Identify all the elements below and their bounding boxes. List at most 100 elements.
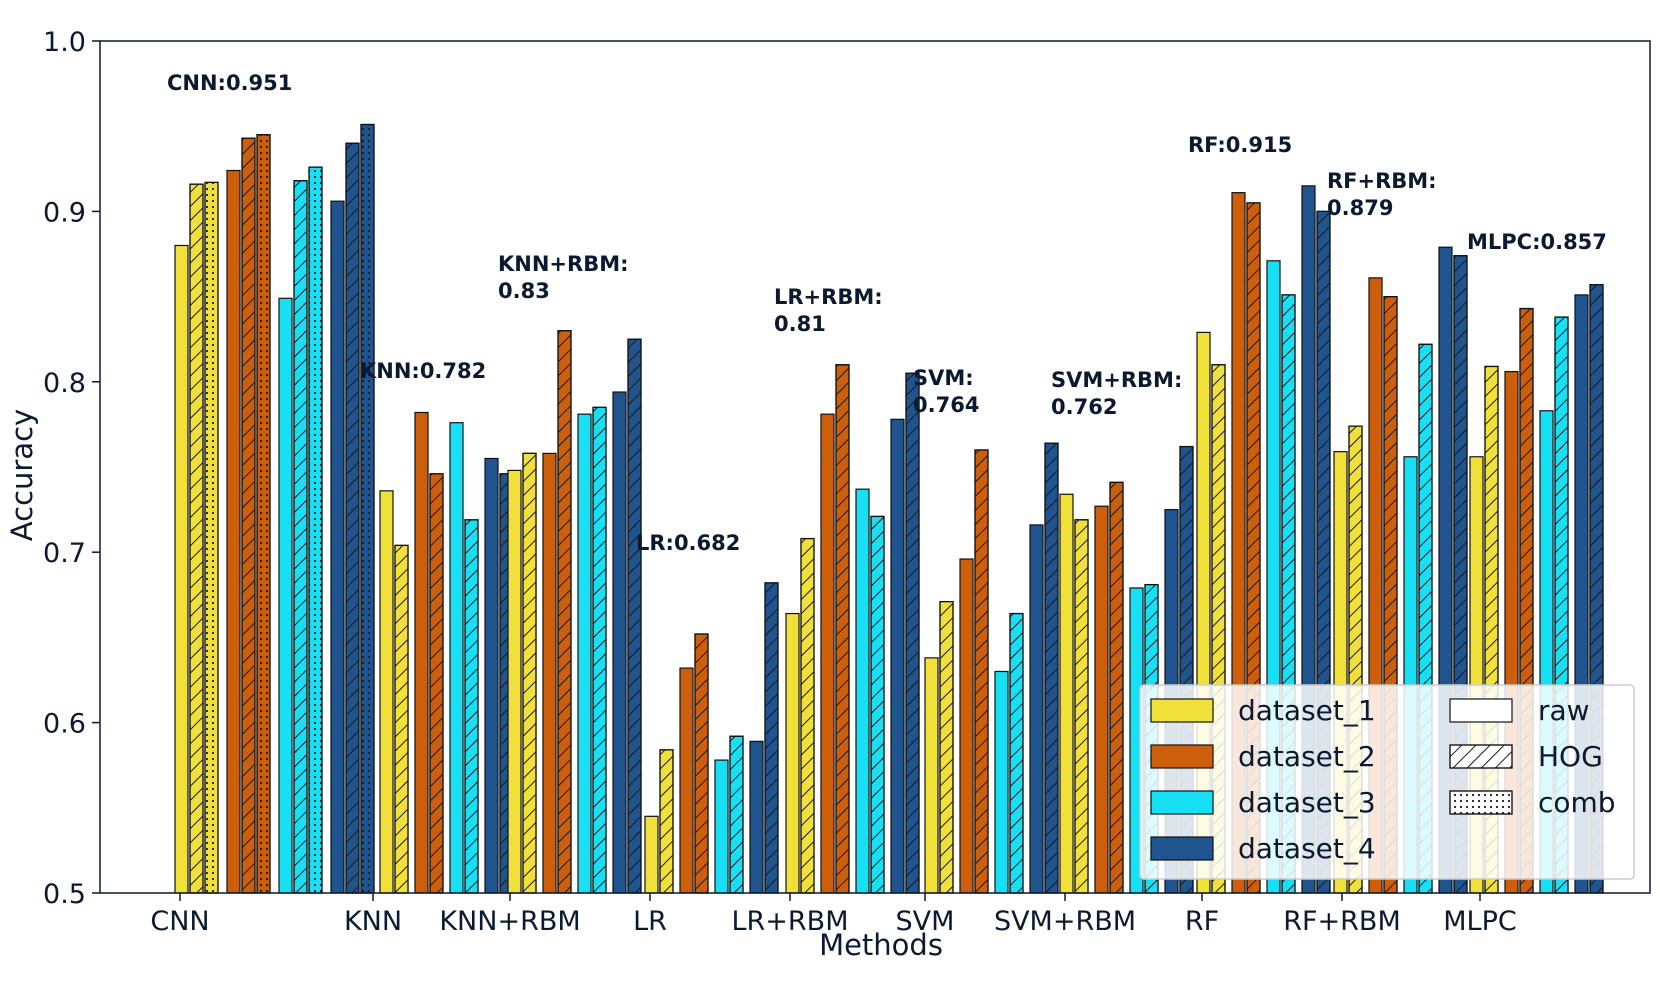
x-tick-label: KNN+RBM (439, 906, 580, 937)
bar-lr-rbm-dataset_3-raw (855, 488, 870, 894)
y-tick-label: 1.0 (43, 27, 86, 58)
bar-pattern (429, 473, 444, 894)
annotation-rf-rbm: RF+RBM: 0.879 (1327, 169, 1437, 220)
x-tick-label: CNN (150, 906, 209, 937)
annotation-line: RF:0.915 (1188, 133, 1292, 157)
annotation-line: LR:0.682 (636, 531, 740, 555)
legend-swatch-dataset_3 (1150, 790, 1214, 815)
bar-cnn-dataset_4-raw (330, 200, 345, 894)
annotations-layer: CNN:0.951 KNN:0.782 KNN+RBM: 0.83 LR:0.682 LR… (167, 71, 1607, 555)
bar-pattern (1109, 481, 1124, 894)
bar-pattern (764, 582, 779, 894)
y-tick-label: 0.5 (43, 879, 86, 910)
legend-swatch-pattern (1449, 790, 1513, 815)
annotation-lr-rbm: LR+RBM: 0.81 (774, 285, 883, 336)
bar-knn-dataset_4-raw (484, 457, 499, 894)
bar-pattern (1074, 519, 1089, 894)
x-tick-label: SVM+RBM (994, 906, 1136, 937)
bar-knn-rbm-dataset_3-raw (577, 413, 592, 894)
bar-lr-rbm-dataset_4-raw (890, 418, 905, 894)
annotation-mlpc: MLPC:0.857 (1467, 230, 1607, 254)
annotation-line: 0.762 (1051, 395, 1117, 419)
bar-pattern (557, 330, 572, 894)
y-axis: 0.5 0.6 0.7 0.8 0.9 1.0 (43, 27, 100, 910)
annotation-line: CNN:0.951 (167, 71, 292, 95)
bar-pattern (464, 519, 479, 894)
x-tick-label: SVM (896, 906, 955, 937)
bar-pattern (1009, 612, 1024, 894)
plot-frame (99, 40, 1651, 894)
legend-label-dataset_3: dataset_3 (1238, 786, 1376, 819)
bar-svm-dataset_4-raw (1029, 524, 1044, 894)
bar-pattern (835, 364, 850, 894)
legend-swatch-pattern (1449, 744, 1513, 769)
annotation-line: LR+RBM: (774, 285, 883, 309)
bar-lr-dataset_4-raw (749, 740, 764, 894)
bar-pattern (800, 537, 815, 894)
bar-lr-rbm-dataset_1-raw (785, 612, 800, 894)
annotation-line: SVM+RBM: (1051, 368, 1182, 392)
legend-label-raw: raw (1538, 694, 1590, 727)
annotation-cnn: CNN:0.951 (167, 71, 292, 95)
legend-swatch-dataset_1 (1150, 698, 1214, 723)
legend-label-HOG: HOG (1538, 740, 1603, 773)
bar-pattern (189, 183, 204, 894)
bar-knn-rbm-dataset_2-raw (542, 452, 557, 894)
legend: dataset_1 dataset_2 dataset_3 dataset_4 raw H… (1139, 684, 1635, 880)
legend-label-comb: comb (1538, 786, 1616, 819)
annotation-svm: SVM: 0.764 (913, 366, 979, 417)
legend-label-dataset_4: dataset_4 (1238, 832, 1376, 865)
bar-knn-dataset_1-raw (379, 490, 394, 894)
annotation-knn-rbm: KNN+RBM: 0.83 (498, 252, 629, 303)
annotation-line: KNN:0.782 (360, 359, 486, 383)
bar-svm-dataset_1-raw (924, 657, 939, 894)
x-tick-label: MLPC (1443, 906, 1516, 937)
annotation-line: 0.764 (913, 393, 979, 417)
annotation-lr: LR:0.682 (636, 531, 740, 555)
bar-pattern (345, 142, 360, 894)
bar-pattern (870, 515, 885, 894)
bar-pattern (974, 449, 989, 894)
annotation-line: 0.879 (1327, 196, 1393, 220)
legend-label-dataset_2: dataset_2 (1238, 740, 1376, 773)
bar-pattern (905, 372, 920, 894)
bar-svm-dataset_3-raw (994, 670, 1009, 894)
bar-lr-dataset_3-raw (714, 759, 729, 894)
bar-knn-dataset_2-raw (414, 411, 429, 894)
legend-box (1139, 684, 1635, 880)
bar-pattern (939, 601, 954, 894)
bar-svm-dataset_2-raw (959, 558, 974, 894)
y-tick-label: 0.7 (43, 538, 86, 569)
annotation-line: SVM: (913, 366, 974, 390)
bar-pattern (308, 166, 323, 894)
bar-pattern (1044, 442, 1059, 894)
bar-pattern (256, 134, 271, 894)
bar-pattern (293, 180, 308, 894)
y-tick-label: 0.8 (43, 368, 86, 399)
legend-swatch-dataset_4 (1150, 836, 1214, 861)
y-tick-label: 0.9 (43, 197, 86, 228)
bar-cnn-dataset_1-raw (174, 244, 189, 894)
x-tick-label: KNN (344, 906, 402, 937)
bar-pattern (204, 181, 219, 894)
bar-pattern (627, 338, 642, 894)
y-tick-label: 0.6 (43, 709, 86, 740)
x-tick-label: RF+RBM (1283, 906, 1401, 937)
legend-swatch-raw (1449, 698, 1513, 723)
bar-pattern (394, 544, 409, 894)
bar-pattern (694, 633, 709, 894)
bar-lr-dataset_1-raw (644, 815, 659, 894)
x-axis: CNN KNN KNN+RBM LR LR+RBM SVM SVM+RBM RF RF+RBM M… (150, 893, 1517, 937)
legend-swatch-dataset_2 (1150, 744, 1214, 769)
bar-pattern (659, 749, 674, 894)
bar-pattern (592, 406, 607, 894)
annotation-rf: RF:0.915 (1188, 133, 1292, 157)
legend-label-dataset_1: dataset_1 (1238, 694, 1376, 727)
x-tick-label: RF (1185, 906, 1219, 937)
annotation-line: 0.83 (498, 279, 550, 303)
bar-cnn-dataset_3-raw (278, 297, 293, 894)
x-tick-label: LR (633, 906, 667, 937)
bar-cnn-dataset_2-raw (226, 169, 241, 894)
bar-lr-dataset_2-raw (679, 667, 694, 894)
